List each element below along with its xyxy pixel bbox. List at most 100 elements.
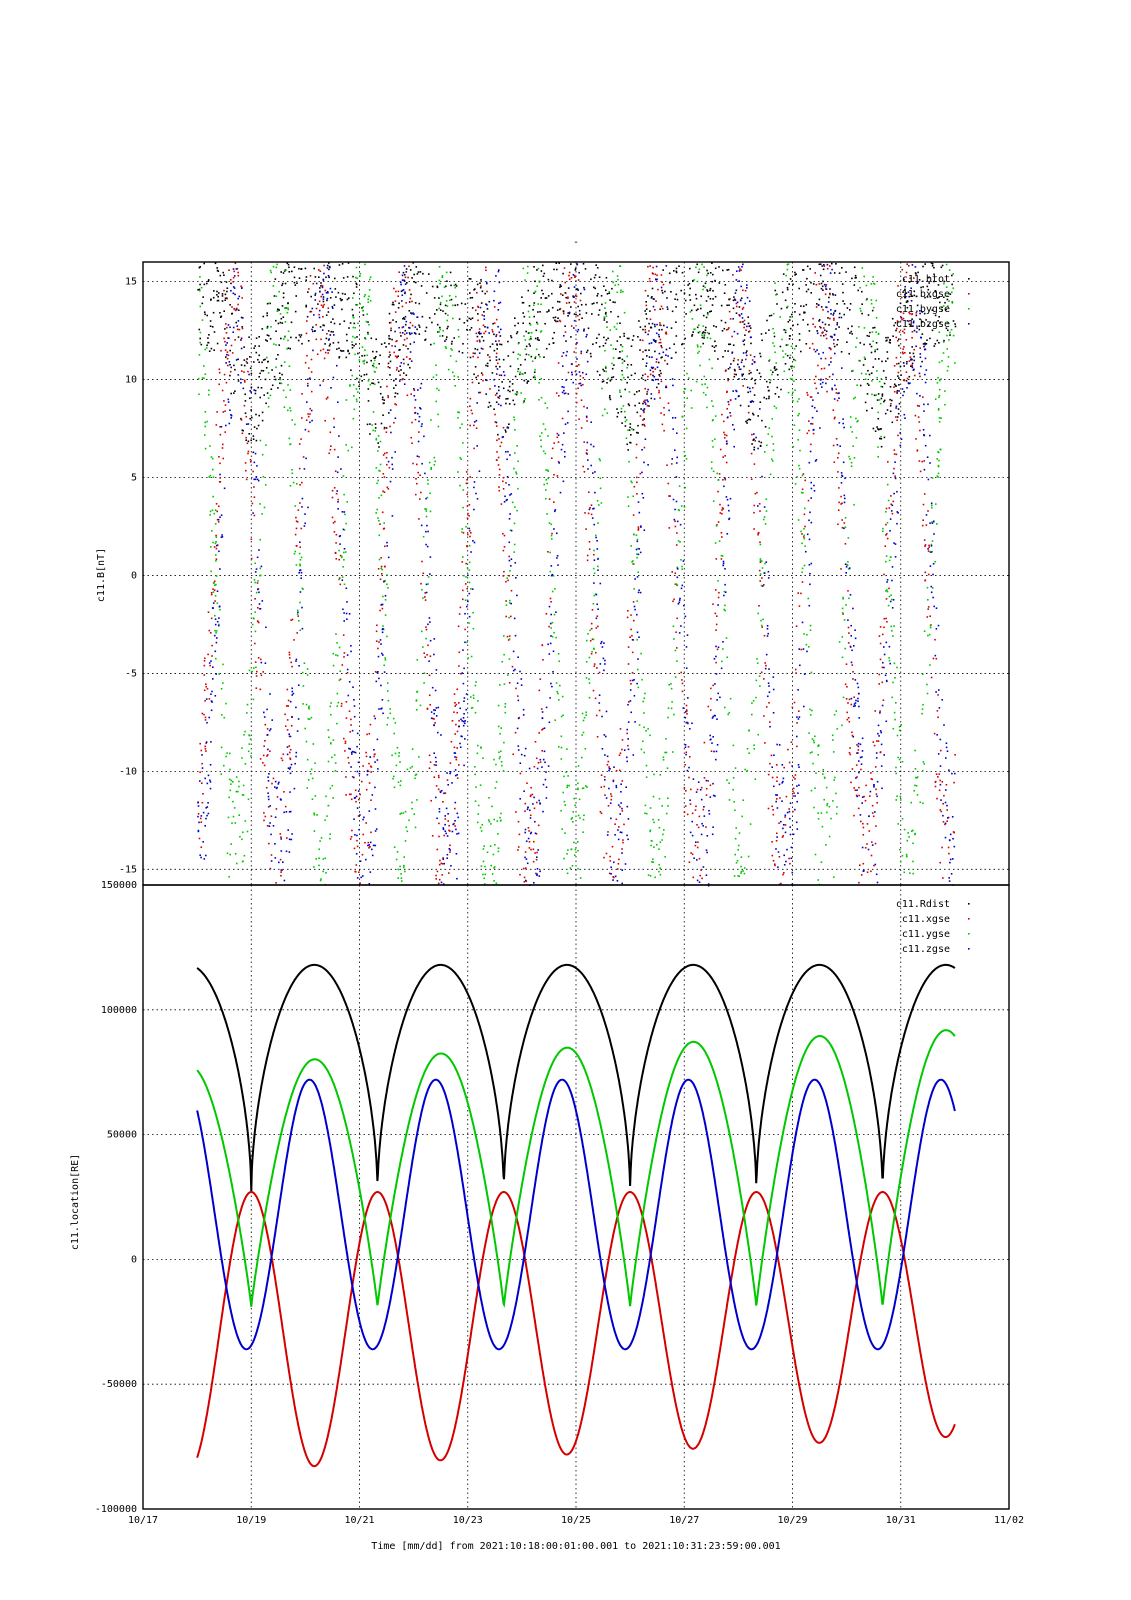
point-c11.bxgse [377, 647, 379, 650]
point-c11.bxgse [271, 782, 273, 785]
point-c11.bxgse [215, 534, 217, 537]
point-c11.bygse [292, 481, 295, 484]
point-c11.btot [931, 265, 934, 267]
point-c11.bxgse [296, 632, 298, 634]
point-c11.btot [570, 336, 572, 338]
point-c11.bygse [384, 599, 387, 601]
point-c11.bxgse [415, 478, 417, 480]
point-c11.bygse [921, 712, 923, 715]
point-c11.bxgse [430, 799, 432, 802]
point-c11.bxgse [204, 748, 207, 750]
point-c11.bygse [325, 872, 327, 874]
point-c11.bygse [461, 423, 463, 425]
point-c11.bygse [495, 882, 498, 885]
point-c11.bxgse [262, 762, 264, 764]
point-c11.bygse [441, 276, 444, 279]
point-c11.bxgse [294, 533, 297, 536]
point-c11.btot [533, 302, 536, 304]
point-c11.btot [517, 322, 519, 325]
point-c11.bxgse [725, 434, 728, 437]
point-c11.btot [265, 402, 267, 405]
point-c11.bxgse [717, 596, 720, 599]
point-c11.bygse [306, 758, 309, 761]
point-c11.bxgse [898, 331, 901, 333]
point-c11.btot [639, 326, 642, 328]
point-c11.bzgse [551, 573, 554, 576]
point-c11.bxgse [296, 521, 299, 523]
point-c11.btot [709, 310, 711, 313]
point-c11.bygse [310, 768, 313, 771]
point-c11.bzgse [859, 743, 862, 746]
point-c11.btot [495, 421, 498, 424]
point-c11.btot [675, 293, 678, 296]
point-c11.bygse [214, 523, 217, 525]
point-c11.bxgse [505, 600, 507, 602]
point-c11.bxgse [519, 772, 522, 775]
point-c11.btot [908, 323, 911, 326]
point-c11.btot [343, 320, 346, 322]
point-c11.bygse [474, 766, 476, 768]
point-c11.btot [379, 392, 382, 395]
point-c11.btot [912, 352, 915, 355]
point-c11.bygse [620, 407, 623, 410]
point-c11.bxgse [431, 835, 434, 837]
point-c11.bygse [386, 682, 389, 684]
point-c11.bygse [886, 590, 889, 593]
point-c11.bxgse [493, 306, 496, 308]
point-c11.bygse [571, 817, 573, 819]
point-c11.bygse [522, 267, 525, 270]
point-c11.bxgse [226, 297, 228, 300]
point-c11.bxgse [632, 601, 635, 603]
point-c11.bxgse [663, 414, 665, 416]
point-c11.bygse [538, 281, 541, 283]
point-c11.btot [648, 356, 651, 358]
point-c11.bygse [768, 359, 771, 361]
point-c11.bxgse [926, 616, 929, 618]
point-c11.bygse [670, 683, 672, 685]
point-c11.bxgse [376, 624, 378, 627]
point-c11.bxgse [791, 706, 794, 709]
point-c11.btot [923, 345, 925, 348]
point-c11.btot [728, 298, 730, 301]
point-c11.bxgse [709, 784, 712, 787]
point-c11.bxgse [496, 459, 498, 461]
point-c11.btot [281, 284, 283, 287]
point-c11.btot [433, 297, 436, 299]
point-c11.btot [323, 324, 325, 327]
point-c11.bzgse [912, 325, 914, 327]
point-c11.bxgse [714, 589, 717, 591]
point-c11.bygse [313, 812, 315, 815]
point-c11.btot [605, 367, 607, 369]
point-c11.bygse [800, 530, 802, 533]
point-c11.bygse [362, 306, 364, 308]
point-c11.bxgse [348, 762, 350, 764]
point-c11.bygse [437, 413, 439, 416]
point-c11.btot [866, 409, 868, 412]
point-c11.bygse [603, 316, 605, 318]
point-c11.bygse [631, 481, 633, 484]
point-c11.btot [743, 339, 746, 341]
point-c11.bygse [712, 500, 715, 502]
point-c11.bxgse [793, 701, 796, 704]
point-c11.bygse [400, 780, 402, 782]
point-c11.bygse [742, 870, 744, 872]
point-c11.btot [883, 400, 885, 403]
point-c11.bxgse [340, 705, 343, 707]
point-c11.bxgse [350, 836, 353, 838]
point-c11.bygse [214, 542, 217, 545]
point-c11.bygse [561, 695, 564, 698]
point-c11.btot [733, 375, 736, 378]
point-c11.bxgse [724, 478, 727, 481]
point-c11.bzgse [419, 407, 421, 409]
point-c11.bzgse [309, 421, 311, 424]
point-c11.bygse [741, 815, 743, 818]
point-c11.bygse [764, 523, 767, 525]
point-c11.bzgse [667, 355, 669, 357]
point-c11.bxgse [843, 522, 846, 524]
point-c11.bygse [724, 604, 726, 607]
point-c11.bxgse [419, 498, 421, 500]
point-c11.bygse [499, 733, 501, 735]
point-c11.bxgse [586, 554, 589, 557]
point-c11.btot [431, 321, 433, 324]
point-c11.btot [862, 364, 865, 366]
